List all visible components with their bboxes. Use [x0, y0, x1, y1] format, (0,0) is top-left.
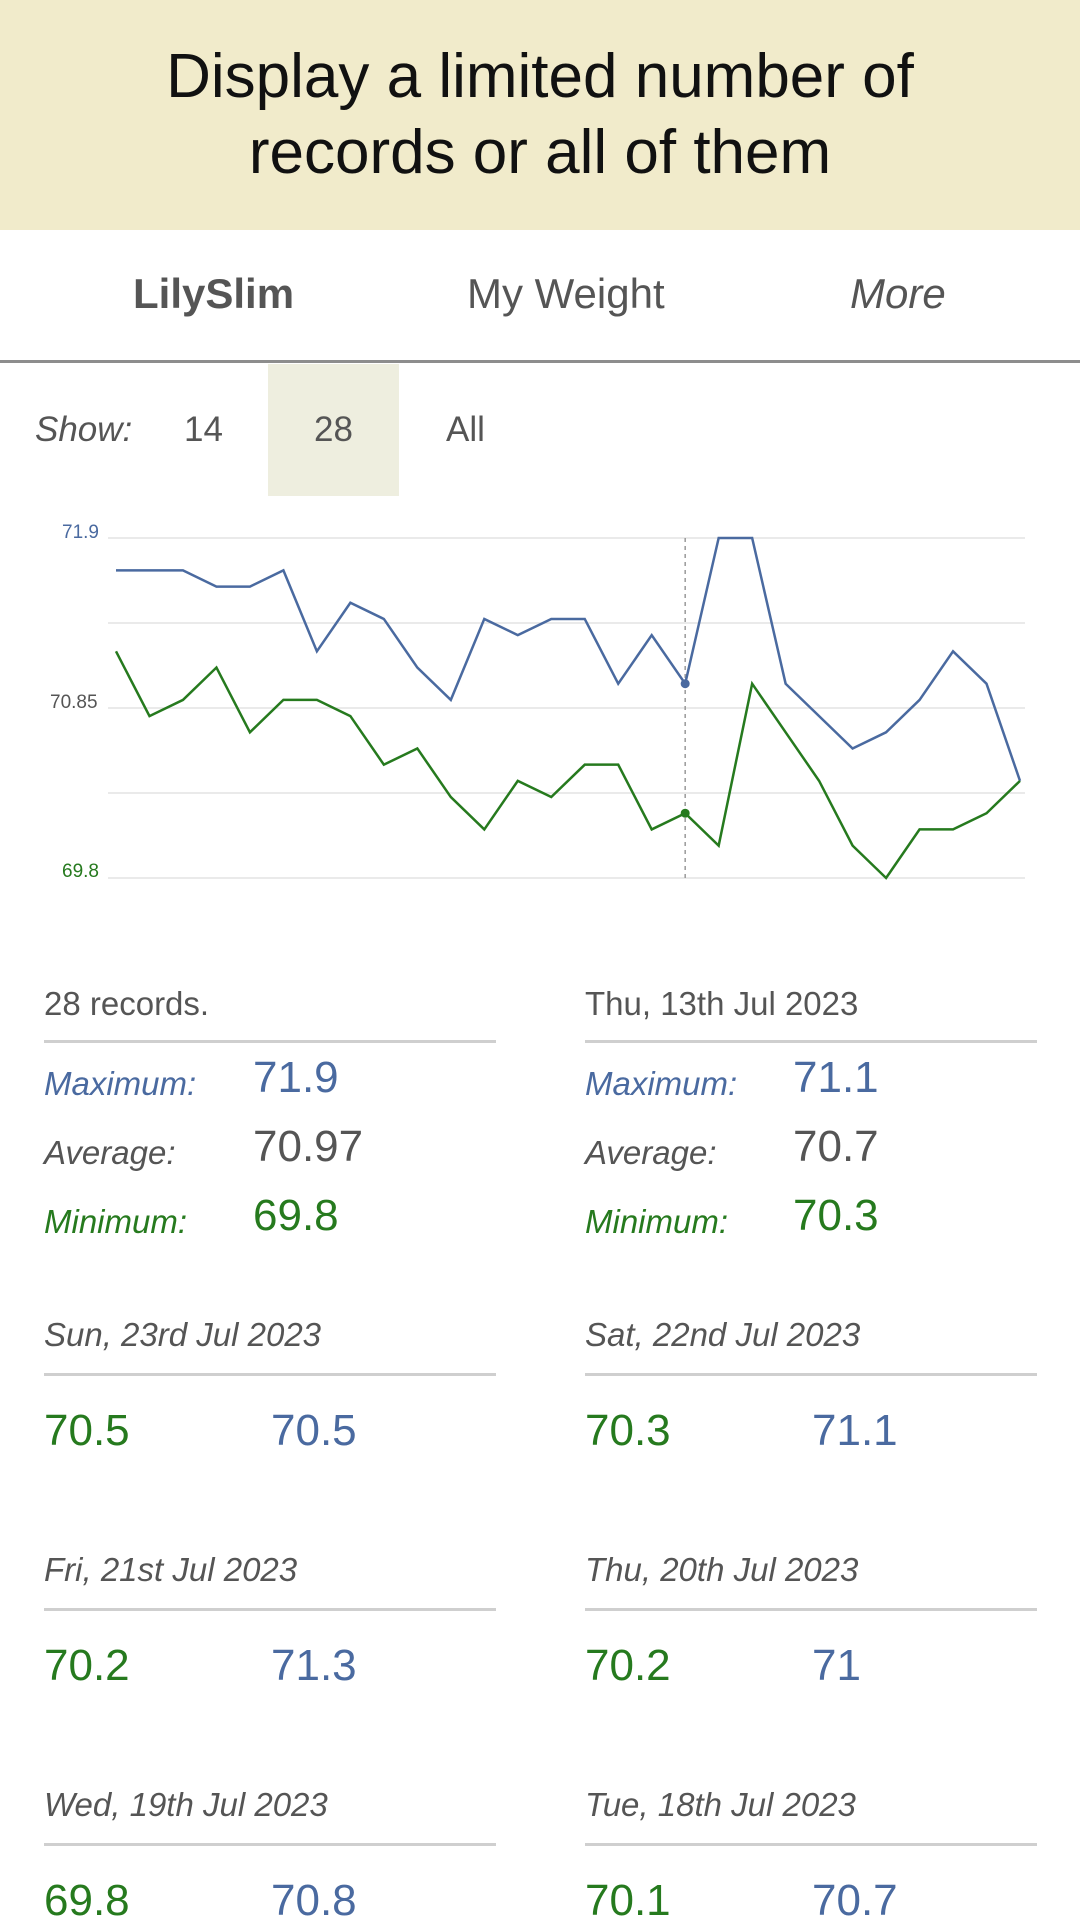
selected-day-date: Thu, 13th Jul 2023	[585, 985, 1037, 1043]
show-label: Show:	[35, 410, 133, 449]
weight-chart[interactable]: 71.9 70.85 69.8	[0, 510, 1080, 910]
day-record-max: 70.7	[812, 1876, 898, 1920]
day-record[interactable]: Fri, 21st Jul 2023 70.2 71.3	[44, 1551, 496, 1690]
selected-maximum-value: 71.1	[793, 1053, 879, 1102]
day-record[interactable]: Sun, 23rd Jul 2023 70.5 70.5	[44, 1316, 496, 1455]
show-28-button[interactable]: 28	[268, 364, 399, 496]
day-record-max: 71.1	[812, 1406, 898, 1455]
series-line-min	[114, 650, 1021, 880]
summary-stats: 28 records. Maximum: 71.9 Average: 70.97…	[44, 985, 496, 1250]
selected-maximum-row: Maximum: 71.1	[585, 1043, 1037, 1112]
summary-maximum-row: Maximum: 71.9	[44, 1043, 496, 1112]
summary-minimum-value: 69.8	[253, 1191, 339, 1240]
day-record-date: Sat, 22nd Jul 2023	[585, 1316, 1037, 1376]
day-record-max: 71.3	[271, 1641, 357, 1690]
banner-title: Display a limited number of records or a…	[166, 42, 914, 187]
day-record-min: 70.2	[44, 1641, 130, 1690]
summary-average-value: 70.97	[253, 1122, 364, 1171]
day-record-max: 71	[812, 1641, 861, 1690]
selected-minimum-value: 70.3	[793, 1191, 879, 1240]
day-record[interactable]: Wed, 19th Jul 2023 69.8 70.8	[44, 1786, 496, 1920]
day-record[interactable]: Tue, 18th Jul 2023 70.1 70.7	[585, 1786, 1037, 1920]
show-all-button[interactable]: All	[446, 410, 485, 449]
summary-maximum-value: 71.9	[253, 1053, 339, 1102]
day-record[interactable]: Thu, 20th Jul 2023 70.2 71	[585, 1551, 1037, 1690]
day-record-date: Wed, 19th Jul 2023	[44, 1786, 496, 1846]
summary-average-row: Average: 70.97	[44, 1112, 496, 1181]
selected-day-stats: Thu, 13th Jul 2023 Maximum: 71.1 Average…	[585, 985, 1037, 1250]
day-record[interactable]: Sat, 22nd Jul 2023 70.3 71.1	[585, 1316, 1037, 1455]
day-record-date: Tue, 18th Jul 2023	[585, 1786, 1037, 1846]
selected-minimum-label: Minimum:	[585, 1203, 729, 1240]
nav-my-weight[interactable]: My Weight	[467, 270, 665, 317]
selected-average-row: Average: 70.7	[585, 1112, 1037, 1181]
day-record-max: 70.5	[271, 1406, 357, 1455]
summary-maximum-label: Maximum:	[44, 1065, 197, 1102]
y-tick-label-min: 69.8	[62, 861, 99, 882]
records-count: 28 records.	[44, 985, 496, 1043]
day-record-date: Fri, 21st Jul 2023	[44, 1551, 496, 1611]
selected-point-max	[680, 679, 690, 689]
summary-average-label: Average:	[44, 1134, 176, 1171]
selected-maximum-label: Maximum:	[585, 1065, 738, 1102]
day-record-max: 70.8	[271, 1876, 357, 1920]
series-line-max	[116, 536, 1022, 782]
nav-more[interactable]: More	[850, 270, 946, 317]
y-tick-label-max: 71.9	[62, 522, 99, 543]
day-record-date: Sun, 23rd Jul 2023	[44, 1316, 496, 1376]
promo-banner: Display a limited number of records or a…	[0, 0, 1080, 230]
day-record-min: 69.8	[44, 1876, 130, 1920]
summary-minimum-label: Minimum:	[44, 1203, 188, 1240]
record-count-selector: Show: 14 28 All	[0, 364, 1080, 496]
selected-average-value: 70.7	[793, 1122, 879, 1171]
top-navigation: LilySlim My Weight More	[0, 230, 1080, 363]
nav-brand-lilyslim[interactable]: LilySlim	[133, 270, 295, 317]
show-14-button[interactable]: 14	[184, 410, 223, 449]
day-record-min: 70.3	[585, 1406, 671, 1455]
y-tick-label-mid: 70.85	[50, 692, 98, 713]
summary-minimum-row: Minimum: 69.8	[44, 1181, 496, 1250]
day-record-min: 70.2	[585, 1641, 671, 1690]
day-record-min: 70.1	[585, 1876, 671, 1920]
selected-minimum-row: Minimum: 70.3	[585, 1181, 1037, 1250]
selected-average-label: Average:	[585, 1134, 717, 1171]
selected-point-min	[680, 808, 690, 818]
day-record-min: 70.5	[44, 1406, 130, 1455]
day-record-date: Thu, 20th Jul 2023	[585, 1551, 1037, 1611]
